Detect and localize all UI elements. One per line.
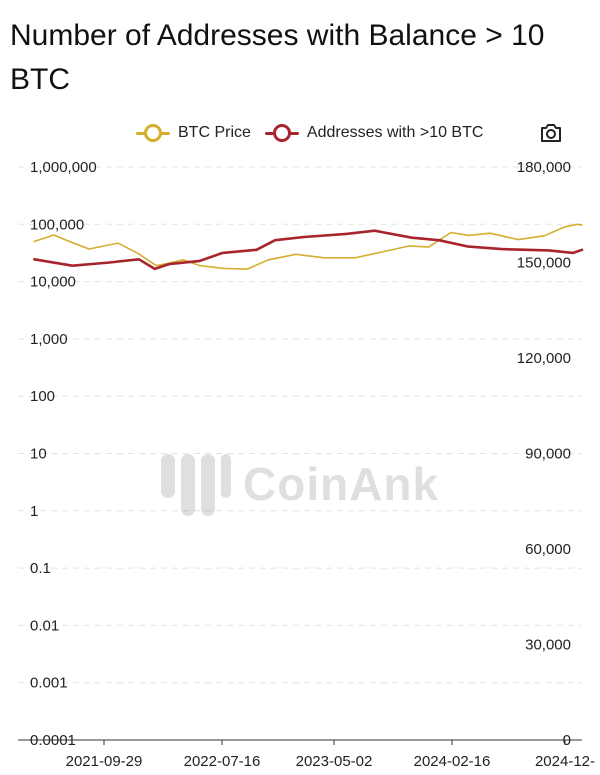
right-axis-tick-label: 60,000	[525, 541, 571, 558]
left-axis-tick-label: 10	[30, 446, 47, 463]
right-axis-tick-label: 150,000	[517, 255, 571, 272]
x-axis-tick-label: 2024-02-16	[414, 753, 491, 770]
legend: BTC Price Addresses with >10 BTC	[136, 122, 483, 144]
right-axis-tick-label: 180,000	[517, 159, 571, 176]
right-axis-tick-label: 30,000	[525, 637, 571, 654]
x-axis-tick-label: 2022-07-16	[184, 753, 261, 770]
left-axis-tick-label: 1,000	[30, 331, 68, 348]
legend-swatch-btc-price	[136, 124, 170, 142]
left-axis-tick-label: 100	[30, 388, 55, 405]
chart-title: Number of Addresses with Balance > 10 BT…	[10, 19, 545, 96]
left-axis-tick-label: 1,000,000	[30, 159, 97, 176]
left-axis-tick-label: 1	[30, 503, 38, 520]
right-axis-tick-label: 90,000	[525, 446, 571, 463]
series-line-btc-price	[33, 223, 583, 270]
right-axis-tick-label: 120,000	[517, 350, 571, 367]
x-axis-tick-label: 2023-05-02	[296, 753, 373, 770]
x-axis-tick-label: 2024-12-	[535, 753, 595, 770]
left-axis-tick-label: 0.01	[30, 617, 59, 634]
legend-item-btc-price[interactable]: BTC Price	[136, 124, 251, 142]
x-axis-tick-label: 2021-09-29	[66, 753, 143, 770]
legend-item-addresses[interactable]: Addresses with >10 BTC	[264, 124, 484, 142]
camera-icon[interactable]	[539, 122, 563, 144]
left-axis-tick-label: 0.1	[30, 560, 51, 577]
legend-label-btc-price: BTC Price	[178, 124, 251, 141]
left-axis-tick-label: 100,000	[30, 216, 84, 233]
left-axis-tick-label: 0.001	[30, 675, 68, 692]
left-axis-tick-label: 10,000	[30, 274, 76, 291]
legend-swatch-addresses	[264, 124, 299, 142]
legend-label-addresses: Addresses with >10 BTC	[306, 124, 484, 141]
series-line-addresses	[32, 229, 584, 271]
